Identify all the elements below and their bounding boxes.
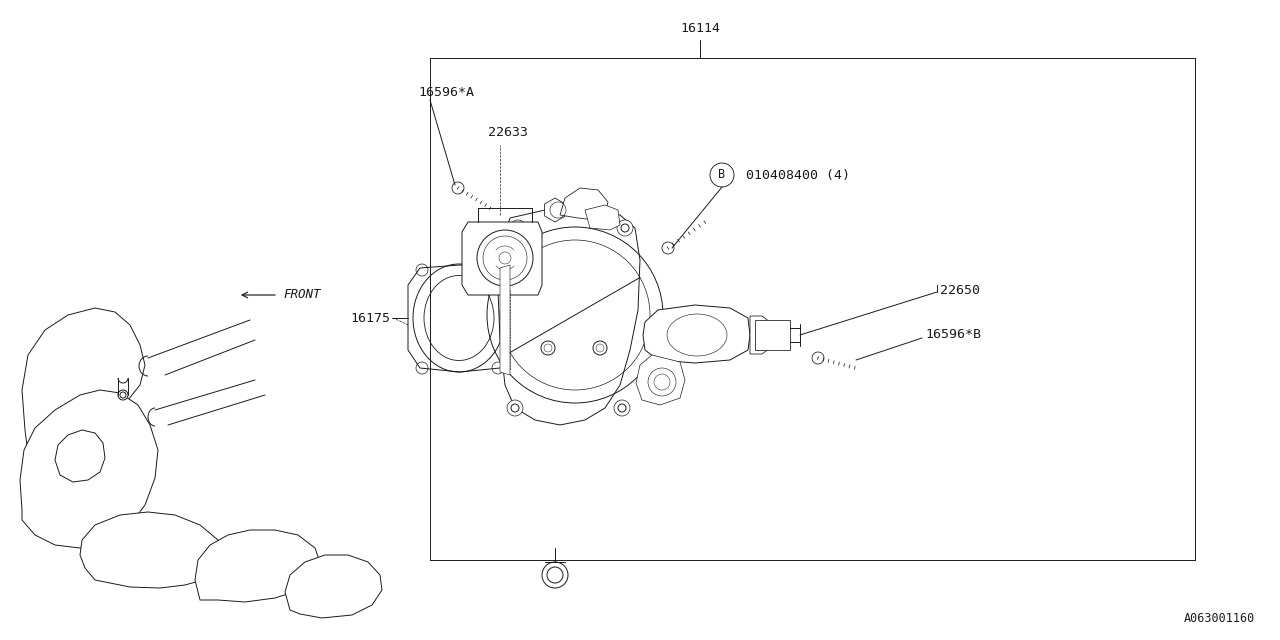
Text: A063001160: A063001160 — [1184, 611, 1254, 625]
Polygon shape — [55, 430, 105, 482]
Circle shape — [541, 341, 556, 355]
Circle shape — [710, 163, 733, 187]
Circle shape — [477, 230, 532, 286]
Text: 16596*B: 16596*B — [925, 328, 980, 342]
Polygon shape — [544, 198, 566, 222]
Circle shape — [662, 242, 675, 254]
Polygon shape — [20, 390, 157, 548]
Ellipse shape — [424, 275, 494, 360]
Text: 010408400 (4): 010408400 (4) — [746, 168, 850, 182]
Polygon shape — [750, 316, 772, 354]
Polygon shape — [498, 210, 640, 425]
Polygon shape — [408, 265, 509, 372]
Ellipse shape — [667, 314, 727, 356]
Polygon shape — [79, 512, 225, 588]
Text: 22633: 22633 — [488, 127, 529, 140]
Text: FRONT: FRONT — [283, 289, 320, 301]
Polygon shape — [643, 305, 750, 363]
Circle shape — [614, 400, 630, 416]
Polygon shape — [22, 308, 145, 470]
Circle shape — [507, 400, 524, 416]
Polygon shape — [500, 265, 509, 375]
Circle shape — [118, 390, 128, 400]
Polygon shape — [285, 555, 381, 618]
Circle shape — [509, 220, 526, 236]
Circle shape — [617, 220, 634, 236]
Polygon shape — [561, 188, 608, 220]
Polygon shape — [462, 222, 541, 295]
Text: 16175: 16175 — [349, 312, 390, 324]
Text: B: B — [718, 168, 726, 182]
Polygon shape — [755, 320, 790, 350]
Circle shape — [541, 562, 568, 588]
Polygon shape — [195, 530, 320, 602]
Polygon shape — [636, 355, 685, 405]
Text: 16596*A: 16596*A — [419, 86, 474, 99]
Circle shape — [452, 182, 465, 194]
Text: 16114: 16114 — [680, 22, 719, 35]
Circle shape — [812, 352, 824, 364]
Circle shape — [593, 341, 607, 355]
Polygon shape — [585, 205, 620, 230]
Text: 22650: 22650 — [940, 284, 980, 296]
Circle shape — [648, 368, 676, 396]
